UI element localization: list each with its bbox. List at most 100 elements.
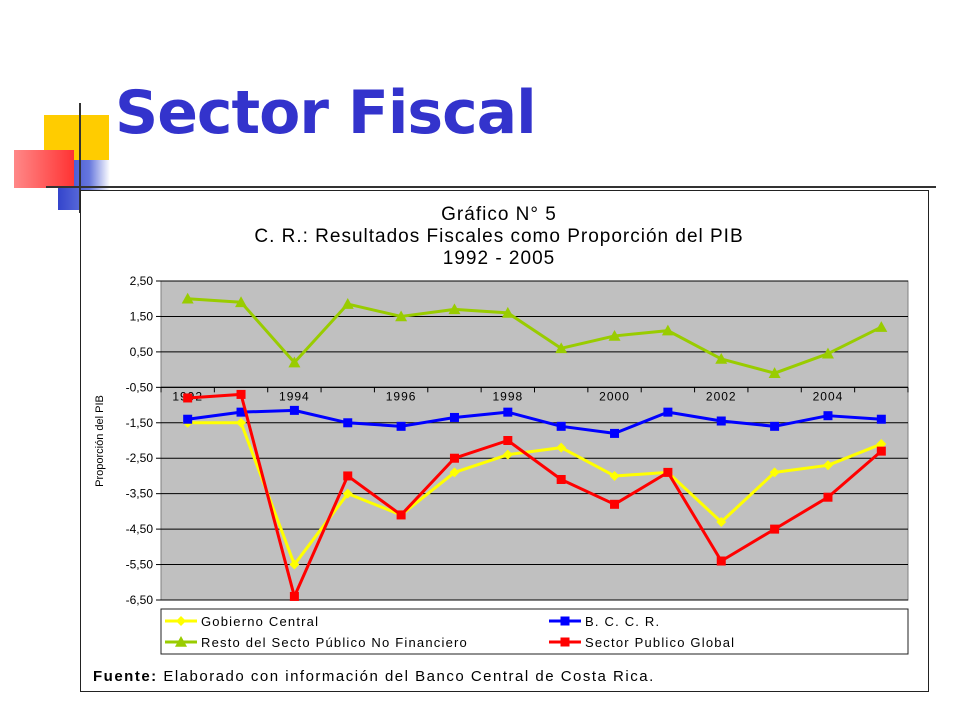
data-point xyxy=(876,446,886,456)
data-point xyxy=(770,524,780,534)
source-label: Fuente: xyxy=(93,668,158,685)
data-point xyxy=(661,324,674,336)
chart-svg: Gráfico N° 5 C. R.: Resultados Fiscales … xyxy=(93,204,909,685)
data-point xyxy=(181,292,194,304)
data-point xyxy=(503,407,513,417)
series-b-c-c-r xyxy=(183,405,886,438)
series-resto-del-secto-p-blico-no-financiero xyxy=(181,292,888,378)
data-point xyxy=(556,442,567,453)
x-tick-label: 1994 xyxy=(279,389,310,403)
y-tick-label: -0,50 xyxy=(126,380,154,394)
legend-marker xyxy=(560,637,570,647)
x-tick-label: 1998 xyxy=(492,389,523,403)
data-point xyxy=(715,352,728,364)
data-point xyxy=(556,474,566,484)
legend-item: Gobierno Central xyxy=(165,614,319,629)
data-point xyxy=(289,559,300,570)
data-point xyxy=(343,418,353,428)
data-point xyxy=(449,412,459,422)
series-line xyxy=(187,408,882,435)
data-point xyxy=(396,421,406,431)
chart-subtitle: C. R.: Resultados Fiscales como Proporci… xyxy=(254,226,743,247)
y-tick-label: -2,50 xyxy=(126,451,154,465)
data-point xyxy=(448,303,461,315)
y-tick-label: -5,50 xyxy=(126,558,154,572)
x-tick-label: 1996 xyxy=(386,389,417,403)
y-axis-ticks: 2,50 1,50 0,50 -0,50 -1,50 -2,50 -3,50 -4,50 -5,… xyxy=(126,274,161,607)
data-point xyxy=(876,414,886,424)
legend-item: Resto del Secto Público No Financiero xyxy=(165,635,468,650)
data-point xyxy=(395,310,408,322)
y-axis-label: Proporción del PIB xyxy=(94,395,106,487)
y-tick-label: -1,50 xyxy=(126,416,154,430)
data-point xyxy=(823,492,833,502)
data-point xyxy=(341,298,354,309)
source-text: Elaborado con información del Banco Cent… xyxy=(163,668,654,685)
series-layer xyxy=(181,292,888,601)
data-point xyxy=(768,367,781,378)
data-point xyxy=(608,329,621,341)
x-tick-label: 2002 xyxy=(706,389,737,403)
data-point xyxy=(183,414,193,424)
data-point xyxy=(396,510,406,520)
data-point xyxy=(235,296,248,308)
decor-horizontal-line xyxy=(46,186,936,188)
data-point xyxy=(288,356,301,368)
data-point xyxy=(821,347,834,359)
legend-box xyxy=(160,608,909,655)
legend-marker xyxy=(175,636,187,647)
data-point xyxy=(289,405,299,415)
y-tick-label: 2,50 xyxy=(130,274,154,288)
decor-vertical-line xyxy=(79,103,81,213)
y-tick-label: 0,50 xyxy=(130,345,154,359)
data-point xyxy=(663,407,673,417)
y-tick-label: -6,50 xyxy=(126,593,154,607)
y-tick-label: -3,50 xyxy=(126,487,154,501)
data-point xyxy=(501,306,514,318)
series-line xyxy=(187,421,882,567)
chart-period: 1992 - 2005 xyxy=(443,248,555,269)
data-point xyxy=(343,471,353,481)
plot-area xyxy=(160,280,909,601)
legend-marker xyxy=(560,616,570,626)
chart-title: Gráfico N° 5 xyxy=(441,204,557,225)
data-point xyxy=(769,467,780,478)
data-point xyxy=(663,467,673,477)
data-point xyxy=(716,556,726,566)
legend: Gobierno Central B. C. C. R. Resto del Sec… xyxy=(165,614,735,650)
series-line xyxy=(187,392,883,598)
slide-title: Sector Fiscal xyxy=(115,78,537,148)
data-point xyxy=(770,421,780,431)
data-point xyxy=(502,449,513,460)
y-tick-label: 1,50 xyxy=(130,309,154,323)
data-point xyxy=(449,467,460,478)
legend-label: B. C. C. R. xyxy=(585,614,660,629)
legend-label: Gobierno Central xyxy=(201,614,319,629)
data-point xyxy=(823,411,833,421)
data-point xyxy=(610,428,620,438)
x-tick-label: 2004 xyxy=(813,389,844,403)
data-point xyxy=(183,393,193,403)
y-tick-label: -4,50 xyxy=(126,522,154,536)
legend-item: Sector Publico Global xyxy=(549,635,735,650)
chart-frame: Gráfico N° 5 C. R.: Resultados Fiscales … xyxy=(80,190,929,692)
data-point xyxy=(716,416,726,426)
series-sector-publico-global xyxy=(183,389,886,601)
data-point xyxy=(449,453,459,463)
data-point xyxy=(610,499,620,509)
data-point xyxy=(236,389,246,399)
data-point xyxy=(503,436,513,445)
series-line xyxy=(187,297,882,375)
legend-label: Resto del Secto Público No Financiero xyxy=(201,635,468,650)
data-point xyxy=(236,417,247,428)
legend-item: B. C. C. R. xyxy=(549,614,660,629)
source-note: Fuente: Elaborado con información del Ba… xyxy=(93,668,655,685)
x-tick-label: 2000 xyxy=(599,389,630,403)
legend-label: Sector Publico Global xyxy=(585,635,735,650)
data-point xyxy=(289,591,299,601)
data-point xyxy=(822,460,833,471)
data-point xyxy=(875,321,888,332)
data-point xyxy=(876,439,887,450)
data-point xyxy=(556,421,566,431)
data-point xyxy=(342,488,353,499)
